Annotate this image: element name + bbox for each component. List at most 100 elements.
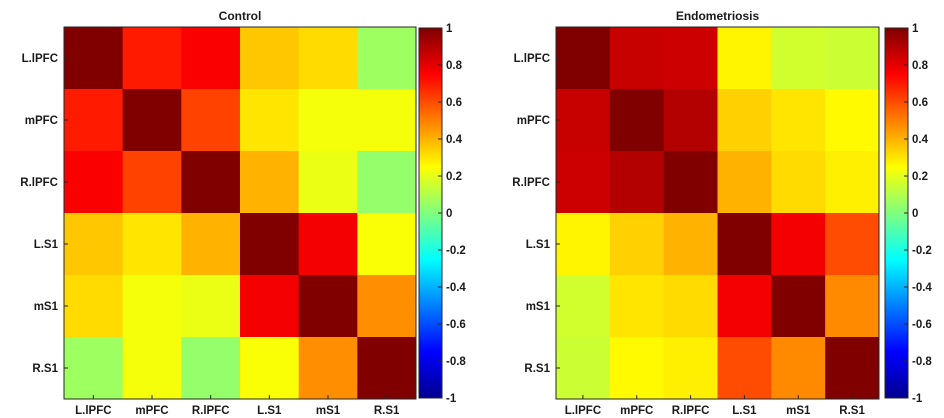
y-tick-label: L.lPFC bbox=[514, 53, 550, 65]
heatmap-cell bbox=[181, 151, 241, 214]
heatmap-cell bbox=[181, 89, 241, 152]
heatmap-cell bbox=[556, 275, 611, 338]
heatmap-cell bbox=[64, 337, 124, 400]
heatmap-cell bbox=[663, 151, 718, 214]
heatmap-cell bbox=[181, 275, 241, 338]
heatmap-cell bbox=[825, 275, 880, 338]
heatmap-cell bbox=[825, 213, 880, 276]
heatmap-cell bbox=[825, 151, 880, 214]
heatmap-cell bbox=[663, 275, 718, 338]
heatmap-cell bbox=[771, 337, 826, 400]
colorbar-tick-label: -0.6 bbox=[912, 319, 932, 331]
heatmap-cell bbox=[663, 89, 718, 152]
x-tick-label: L.S1 bbox=[732, 405, 757, 417]
colorbar-tick-label: -0.2 bbox=[446, 245, 466, 257]
heatmap-cell bbox=[717, 213, 772, 276]
chart-title: Endometriosis bbox=[676, 9, 760, 23]
colorbar-tick-label: 0.8 bbox=[446, 60, 463, 72]
heatmap-cell bbox=[609, 151, 665, 214]
x-tick-label: mPFC bbox=[135, 405, 168, 417]
y-tick-label: L.lPFC bbox=[22, 53, 58, 65]
heatmap-cell bbox=[609, 27, 665, 90]
heatmap-endometriosis: Endometriosis L.lPFC mPFC R.lPFC L.S1 mS1 R.S1… bbox=[512, 9, 932, 417]
heatmap-cell bbox=[663, 213, 718, 276]
colorbar-tick-label: 0 bbox=[912, 208, 918, 220]
heatmap-cell bbox=[64, 275, 124, 338]
colorbar-tick-label: -1 bbox=[446, 393, 457, 405]
y-tick-label: mS1 bbox=[526, 301, 551, 313]
heatmap-cell bbox=[298, 275, 358, 338]
heatmap-cell bbox=[298, 213, 358, 276]
heatmap-cell bbox=[609, 89, 665, 152]
x-tick-label: L.S1 bbox=[257, 405, 282, 417]
colorbar-tick-label: 0.4 bbox=[912, 134, 929, 146]
colorbar-tick-label: 0.2 bbox=[446, 171, 462, 183]
heatmap-cell bbox=[609, 275, 665, 338]
heatmap-cell bbox=[717, 337, 772, 400]
heatmap-cell bbox=[240, 151, 300, 214]
heatmap-cell bbox=[357, 213, 417, 276]
heatmap-cell bbox=[64, 213, 124, 276]
colorbar-tick-label: -0.8 bbox=[912, 356, 932, 368]
x-tick-label: R.S1 bbox=[839, 405, 865, 417]
colorbar-tick-label: 1 bbox=[912, 23, 919, 35]
heatmap-cell bbox=[771, 275, 826, 338]
heatmap-cell bbox=[357, 89, 417, 152]
heatmap-cell bbox=[609, 213, 665, 276]
heatmap-cell bbox=[717, 275, 772, 338]
colorbar-tick-label: 0.8 bbox=[912, 60, 929, 72]
heatmap-cell bbox=[240, 27, 300, 90]
colorbar-tick-label: -0.4 bbox=[912, 282, 932, 294]
heatmap-cell bbox=[240, 337, 300, 400]
colorbar-tick-label: -1 bbox=[912, 393, 923, 405]
x-tick-label: R.lPFC bbox=[192, 405, 230, 417]
heatmap-cell bbox=[771, 151, 826, 214]
x-tick-label: mPFC bbox=[620, 405, 653, 417]
colorbar-tick-label: 0.6 bbox=[446, 97, 462, 109]
y-tick-label: mPFC bbox=[25, 115, 58, 127]
heatmap-cell bbox=[717, 27, 772, 90]
colorbar-gradient bbox=[419, 28, 442, 398]
heatmap-cell bbox=[717, 89, 772, 152]
colorbar-tick-label: 0.4 bbox=[446, 134, 463, 146]
heatmap-cell bbox=[357, 337, 417, 400]
x-tick-label: R.lPFC bbox=[672, 405, 710, 417]
y-tick-label: L.S1 bbox=[34, 239, 59, 251]
heatmap-cell bbox=[122, 89, 182, 152]
heatmap-cell bbox=[825, 89, 880, 152]
heatmap-cell bbox=[298, 27, 358, 90]
heatmap-cell bbox=[298, 337, 358, 400]
y-tick-label: R.S1 bbox=[32, 363, 58, 375]
chart-title: Control bbox=[219, 9, 262, 23]
y-tick-label: L.S1 bbox=[526, 239, 551, 251]
y-tick-label: R.lPFC bbox=[512, 177, 550, 189]
y-tick-label: R.lPFC bbox=[20, 177, 58, 189]
heatmap-cell bbox=[298, 89, 358, 152]
colorbar-tick-label: -0.6 bbox=[446, 319, 466, 331]
heatmap-cell bbox=[771, 27, 826, 90]
heatmap-cell bbox=[122, 275, 182, 338]
x-tick-label: L.lPFC bbox=[75, 405, 111, 417]
heatmap-cell bbox=[122, 213, 182, 276]
colorbar-tick-label: 1 bbox=[446, 23, 453, 35]
plot-frame bbox=[63, 26, 417, 400]
colorbar-tick-label: 0.2 bbox=[912, 171, 928, 183]
heatmap-cell bbox=[771, 89, 826, 152]
heatmap-cell bbox=[181, 337, 241, 400]
colorbar-tick-label: -0.2 bbox=[912, 245, 932, 257]
heatmap-cell bbox=[717, 151, 772, 214]
heatmap-cell bbox=[64, 27, 124, 90]
heatmap-cell bbox=[240, 89, 300, 152]
heatmap-cell bbox=[609, 337, 665, 400]
colorbar-gradient bbox=[885, 28, 908, 398]
x-tick-label: R.S1 bbox=[374, 405, 400, 417]
heatmap-control: Control L.lPFC mPFC R.lPFC L.S1 mS1 R.S1 L.lPFC… bbox=[20, 9, 466, 417]
colorbar-tick-label: -0.4 bbox=[446, 282, 466, 294]
heatmap-cell bbox=[556, 213, 611, 276]
y-tick-label: mPFC bbox=[517, 115, 550, 127]
heatmap-cell bbox=[825, 27, 880, 90]
heatmap-cell bbox=[357, 275, 417, 338]
heatmap-cell bbox=[240, 275, 300, 338]
heatmap-cell bbox=[556, 337, 611, 400]
heatmap-cell bbox=[122, 337, 182, 400]
